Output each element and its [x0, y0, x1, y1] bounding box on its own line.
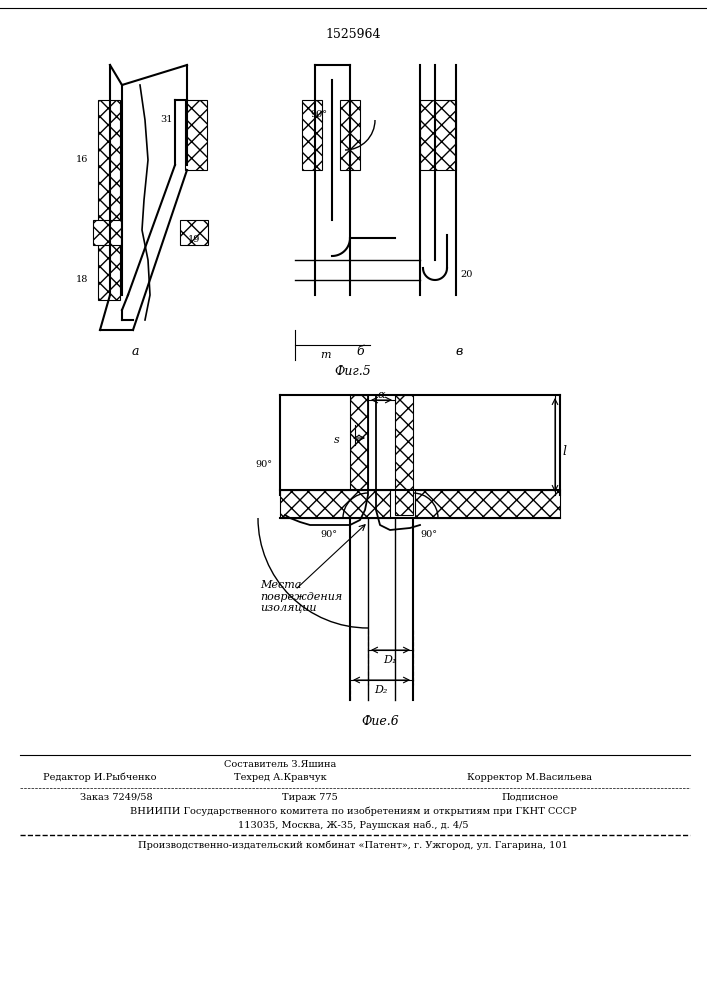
Text: s: s [334, 435, 340, 445]
Text: Составитель З.Яшина: Составитель З.Яшина [224, 760, 336, 769]
Text: в: в [455, 345, 462, 358]
Text: 20: 20 [460, 270, 472, 279]
Text: Фие.6: Фие.6 [361, 715, 399, 728]
Text: α: α [378, 390, 385, 400]
Text: Фиг.5: Фиг.5 [334, 365, 371, 378]
Bar [415, 490, 560, 518]
Text: Заказ 7249/58: Заказ 7249/58 [80, 793, 153, 802]
Text: 31: 31 [160, 115, 173, 124]
Text: Тираж 775: Тираж 775 [282, 793, 338, 802]
Text: 16: 16 [76, 155, 88, 164]
Bar [280, 490, 390, 518]
Bar [340, 100, 360, 170]
Text: 1525964: 1525964 [325, 28, 381, 41]
Text: ВНИИПИ Государственного комитета по изобретениям и открытиям при ГКНТ СССР: ВНИИПИ Государственного комитета по изоб… [129, 807, 576, 816]
Text: Подписное: Подписное [501, 793, 559, 802]
Bar [180, 220, 208, 245]
Text: б: б [356, 345, 364, 358]
Text: Техред А.Кравчук: Техред А.Кравчук [233, 773, 327, 782]
Text: Корректор М.Васильева: Корректор М.Васильева [467, 773, 592, 782]
Bar [395, 395, 413, 515]
Text: т: т [320, 350, 330, 360]
Bar [98, 100, 120, 300]
Text: 18: 18 [76, 275, 88, 284]
Bar [93, 220, 121, 245]
Text: D₂: D₂ [374, 685, 387, 695]
Text: 90°: 90° [320, 530, 337, 539]
Text: Редактор И.Рыбченко: Редактор И.Рыбченко [43, 773, 157, 782]
Bar [185, 100, 207, 170]
Bar [350, 395, 368, 515]
Text: 90°: 90° [420, 530, 437, 539]
Bar [420, 100, 456, 170]
Text: l: l [562, 445, 566, 458]
Text: Места
повреждения
изоляции: Места повреждения изоляции [260, 580, 342, 613]
Text: а: а [132, 345, 139, 358]
Text: 19: 19 [188, 235, 200, 244]
Text: Производственно-издательский комбинат «Патент», г. Ужгород, ул. Гагарина, 101: Производственно-издательский комбинат «П… [138, 840, 568, 850]
Text: 113035, Москва, Ж-35, Раушская наб., д. 4/5: 113035, Москва, Ж-35, Раушская наб., д. … [238, 820, 468, 830]
Text: 90°: 90° [255, 460, 272, 469]
Text: D₁: D₁ [383, 655, 397, 665]
Text: 90°: 90° [310, 110, 327, 119]
Bar [302, 100, 322, 170]
